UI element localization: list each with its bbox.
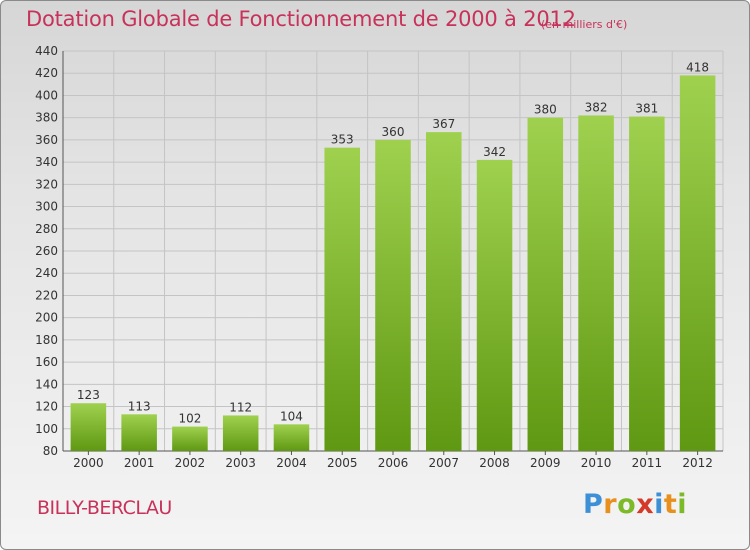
y-tick-label: 420 bbox=[35, 66, 58, 80]
x-tick-label: 2005 bbox=[327, 456, 358, 470]
bar bbox=[324, 147, 360, 451]
y-tick-label: 140 bbox=[35, 377, 58, 391]
x-tick-label: 2001 bbox=[124, 456, 155, 470]
bar bbox=[121, 414, 157, 451]
labels: 80 100 120 140 160 180 200 220 240 260 280 300 320 34… bbox=[35, 44, 713, 470]
x-tick-label: 2004 bbox=[276, 456, 307, 470]
y-tick-label: 180 bbox=[35, 333, 58, 347]
y-tick-label: 280 bbox=[35, 222, 58, 236]
bar bbox=[375, 139, 411, 451]
bar-value-label: 382 bbox=[585, 100, 608, 114]
x-tick-label: 2007 bbox=[428, 456, 459, 470]
x-tick-label: 2011 bbox=[632, 456, 663, 470]
proxiti-logo: Proxiti bbox=[583, 489, 688, 520]
bar bbox=[679, 75, 716, 451]
bar bbox=[70, 403, 107, 451]
bar bbox=[172, 426, 208, 451]
y-tick-label: 360 bbox=[35, 133, 58, 147]
y-tick-label: 120 bbox=[35, 400, 58, 414]
y-tick-label: 260 bbox=[35, 244, 58, 258]
bar-value-label: 360 bbox=[382, 125, 405, 139]
x-tick-label: 2012 bbox=[682, 456, 713, 470]
bar-value-label: 112 bbox=[229, 400, 252, 414]
x-tick-label: 2003 bbox=[225, 456, 256, 470]
x-tick-label: 2002 bbox=[175, 456, 206, 470]
bar bbox=[527, 117, 564, 452]
y-tick-label: 300 bbox=[35, 200, 58, 214]
bar bbox=[222, 415, 259, 451]
x-tick-label: 2009 bbox=[530, 456, 561, 470]
chart-title: Dotation Globale de Fonctionnement de 20… bbox=[26, 7, 576, 31]
bar-value-label: 123 bbox=[77, 388, 100, 402]
bar bbox=[578, 115, 614, 451]
x-tick-label: 2000 bbox=[73, 456, 104, 470]
bar-value-label: 102 bbox=[178, 412, 201, 426]
bar-value-label: 342 bbox=[483, 145, 506, 159]
y-tick-label: 380 bbox=[35, 111, 58, 125]
x-tick-label: 2006 bbox=[378, 456, 409, 470]
y-tick-label: 320 bbox=[35, 177, 58, 191]
bar bbox=[476, 159, 513, 451]
bar bbox=[273, 424, 310, 451]
bar-value-label: 104 bbox=[280, 409, 303, 423]
y-tick-label: 200 bbox=[35, 311, 58, 325]
bar-value-label: 380 bbox=[534, 103, 557, 117]
y-tick-label: 220 bbox=[35, 288, 58, 302]
bar-value-label: 367 bbox=[432, 117, 455, 131]
bars bbox=[70, 75, 716, 452]
y-tick-label: 160 bbox=[35, 355, 58, 369]
bar-value-label: 381 bbox=[635, 102, 658, 116]
bar bbox=[426, 132, 462, 451]
y-tick-label: 440 bbox=[35, 44, 58, 58]
chart-subtitle: (en milliers d'€) bbox=[541, 18, 628, 31]
bar-value-label: 353 bbox=[331, 133, 354, 147]
bar bbox=[629, 116, 665, 452]
y-tick-label: 240 bbox=[35, 266, 58, 280]
x-tick-label: 2008 bbox=[479, 456, 510, 470]
bar-value-label: 418 bbox=[686, 60, 709, 74]
x-tick-label: 2010 bbox=[581, 456, 612, 470]
y-tick-label: 400 bbox=[35, 88, 58, 102]
bar-value-label: 113 bbox=[128, 399, 151, 413]
commune-name: BILLY-BERCLAU bbox=[37, 497, 172, 519]
y-tick-label: 80 bbox=[43, 444, 58, 458]
y-tick-label: 340 bbox=[35, 155, 58, 169]
y-tick-label: 100 bbox=[35, 422, 58, 436]
